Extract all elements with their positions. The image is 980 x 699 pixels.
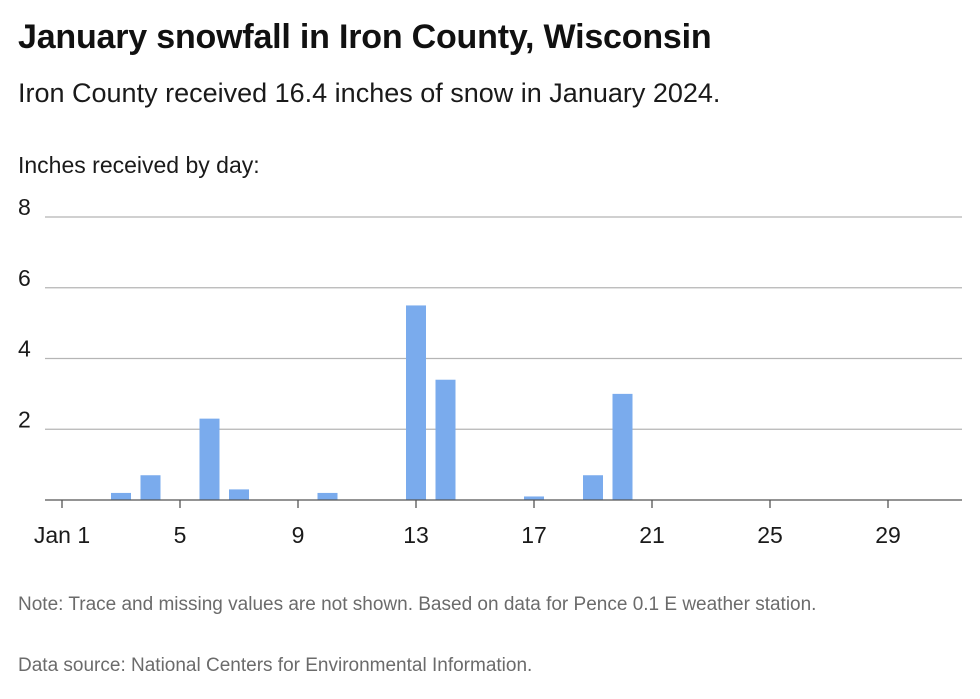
bars: [111, 305, 633, 500]
x-tick-label: 9: [292, 522, 305, 548]
x-tick-label: 29: [875, 522, 901, 548]
x-tick-label: 17: [521, 522, 547, 548]
x-tick-label: Jan 1: [34, 522, 90, 548]
y-tick-label: 8: [18, 195, 31, 220]
x-tick-label: 5: [174, 522, 187, 548]
bar-day-4: [140, 475, 161, 500]
y-tick-label: 6: [18, 265, 31, 291]
y-axis-label: Inches received by day:: [18, 152, 260, 178]
gridlines: [45, 216, 962, 430]
x-axis: [45, 499, 962, 508]
data-source: Data source: National Centers for Enviro…: [18, 655, 533, 676]
x-tick-labels: Jan 1 5 9 13 17 21 25 29: [34, 522, 901, 548]
x-tick-label: 13: [403, 522, 429, 548]
bar-day-14: [435, 379, 456, 500]
y-tick-labels: 2 4 6 8: [18, 195, 31, 432]
chart-note: Note: Trace and missing values are not s…: [18, 594, 817, 615]
bar-day-17: [524, 496, 544, 500]
snowfall-bar-chart: 2 4 6 8 Jan 1 5 9 13 17 21 25 29: [18, 195, 962, 548]
bar-day-19: [583, 475, 603, 500]
y-tick-label: 4: [18, 336, 31, 362]
chart-subtitle: Iron County received 16.4 inches of snow…: [18, 78, 721, 108]
x-tick-label: 21: [639, 522, 665, 548]
bar-day-20: [612, 393, 633, 500]
bar-day-13: [406, 305, 426, 500]
bar-day-10: [317, 492, 338, 500]
bar-day-7: [229, 489, 249, 500]
bar-day-3: [111, 492, 131, 500]
bar-day-6: [199, 418, 220, 500]
y-tick-label: 2: [18, 406, 31, 432]
chart-title: January snowfall in Iron County, Wiscons…: [18, 18, 712, 56]
x-tick-label: 25: [757, 522, 783, 548]
